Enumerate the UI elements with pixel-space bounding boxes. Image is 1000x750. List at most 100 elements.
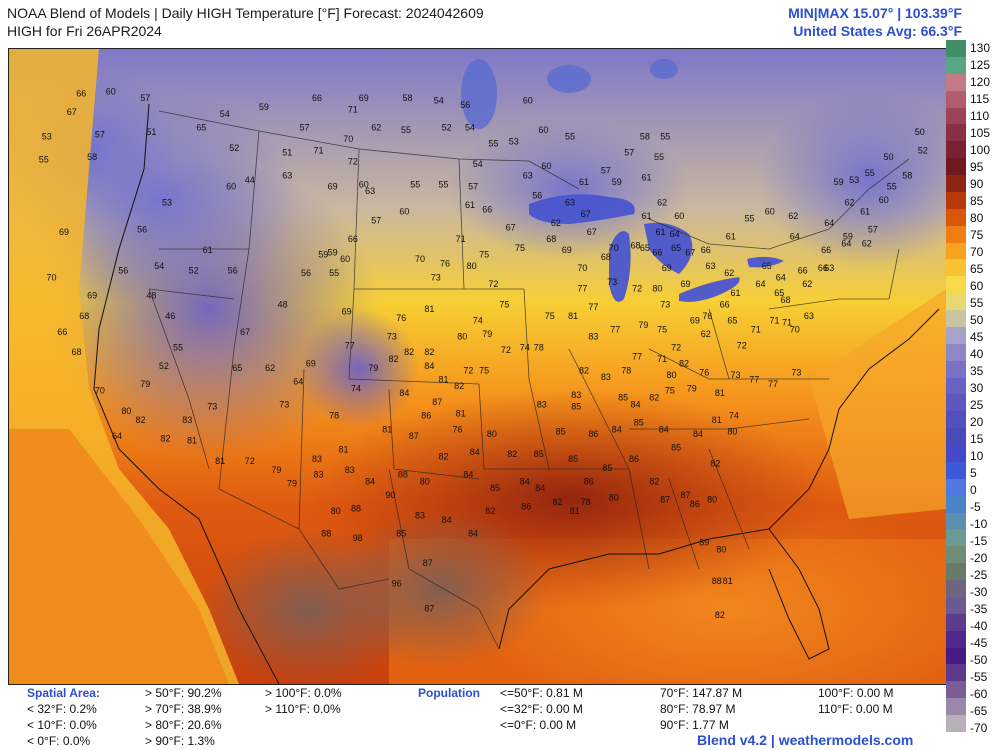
station-temperature: 61 <box>642 211 652 221</box>
spatial-area-title: Spatial Area: <box>27 686 100 700</box>
station-temperature: 80 <box>652 284 662 294</box>
station-temperature: 79 <box>638 320 648 330</box>
color-scale-swatch <box>946 56 966 75</box>
station-temperature: 98 <box>353 533 363 543</box>
station-temperature: 76 <box>702 311 712 321</box>
pop-col2-2: 90°F: 1.77 M <box>660 718 729 732</box>
color-scale-label: -60 <box>970 687 988 701</box>
station-temperature: 72 <box>348 157 358 167</box>
station-temperature: 72 <box>737 340 747 350</box>
color-scale-label: 65 <box>970 262 984 276</box>
station-labels: 66 60 57 67 57 51 53 55 58 65 54 59 66 57 52 51 44 60 53 56… <box>39 86 928 620</box>
color-scale-swatch <box>946 124 966 142</box>
station-temperature: 53 <box>162 198 172 208</box>
station-temperature: 80 <box>716 545 726 555</box>
station-temperature: 86 <box>521 501 531 511</box>
station-temperature: 77 <box>345 340 355 350</box>
station-temperature: 78 <box>534 343 544 353</box>
footer-credit[interactable]: Blend v4.2 | weathermodels.com <box>697 732 914 748</box>
station-temperature: 50 <box>884 152 894 162</box>
station-temperature: 66 <box>76 89 86 99</box>
station-temperature: 96 <box>392 579 402 589</box>
station-temperature: 73 <box>207 402 217 412</box>
station-temperature: 87 <box>432 397 442 407</box>
station-temperature: 64 <box>670 229 680 239</box>
station-temperature: 83 <box>415 510 425 520</box>
station-temperature: 72 <box>245 456 255 466</box>
station-temperature: 71 <box>456 234 466 244</box>
station-temperature: 81 <box>187 436 197 446</box>
station-temperature: 79 <box>271 465 281 475</box>
station-temperature: 87 <box>681 490 691 500</box>
color-scale-swatch <box>946 276 966 294</box>
station-temperature: 73 <box>731 370 741 380</box>
station-temperature: 81 <box>568 311 578 321</box>
station-temperature: 54 <box>434 95 444 105</box>
color-scale-swatch <box>946 175 966 193</box>
station-temperature: 81 <box>712 415 722 425</box>
color-scale-swatch <box>946 580 966 598</box>
station-temperature: 58 <box>902 170 912 180</box>
station-temperature: 74 <box>520 343 530 353</box>
minmax-readout: MIN|MAX 15.07° | 103.39°F <box>788 5 962 21</box>
color-scale-bar <box>946 40 966 733</box>
station-temperature: 68 <box>601 252 611 262</box>
station-temperature: 82 <box>439 452 449 462</box>
station-temperature: 82 <box>715 610 725 620</box>
station-temperature: 55 <box>660 132 670 142</box>
color-scale-swatch <box>946 613 966 632</box>
station-temperature: 78 <box>581 497 591 507</box>
station-temperature: 57 <box>300 123 310 133</box>
station-temperature: 68 <box>631 241 641 251</box>
station-temperature: 66 <box>482 204 492 214</box>
station-temperature: 75 <box>515 243 525 253</box>
color-scale-swatch <box>946 512 966 530</box>
station-temperature: 73 <box>279 399 289 409</box>
color-scale-swatch <box>946 647 966 665</box>
station-temperature: 84 <box>424 361 434 371</box>
station-temperature: 63 <box>365 186 375 196</box>
station-temperature: 61 <box>731 288 741 298</box>
station-temperature: 80 <box>467 261 477 271</box>
station-temperature: 84 <box>442 515 452 525</box>
station-temperature: 62 <box>724 268 734 278</box>
station-temperature: 66 <box>312 93 322 103</box>
color-scale-label: 90 <box>970 177 984 191</box>
station-temperature: 74 <box>729 411 739 421</box>
station-temperature: 86 <box>421 411 431 421</box>
station-temperature: 62 <box>371 123 381 133</box>
color-scale-label: -70 <box>970 721 988 735</box>
station-temperature: 60 <box>523 95 533 105</box>
color-scale-swatch <box>946 461 966 480</box>
station-temperature: 62 <box>845 198 855 208</box>
station-temperature: 61 <box>465 200 475 210</box>
station-temperature: 55 <box>439 179 449 189</box>
station-temperature: 66 <box>701 245 711 255</box>
station-temperature: 55 <box>565 132 575 142</box>
station-temperature: 84 <box>693 429 703 439</box>
station-temperature: 55 <box>401 125 411 135</box>
station-temperature: 80 <box>707 495 717 505</box>
station-temperature: 76 <box>699 368 709 378</box>
spatial-col2-1: > 70°F: 38.9% <box>145 702 222 716</box>
station-temperature: 55 <box>887 182 897 192</box>
temperature-map[interactable]: 66 60 57 67 57 51 53 55 58 65 54 59 66 57 52 51 44 60 53 56… <box>8 48 947 685</box>
station-temperature: 71 <box>770 315 780 325</box>
color-scale-label: 50 <box>970 313 984 327</box>
station-temperature: 60 <box>538 125 548 135</box>
station-temperature: 60 <box>879 195 889 205</box>
station-temperature: 81 <box>424 304 434 314</box>
color-scale-label: -35 <box>970 602 988 616</box>
station-temperature: 77 <box>588 302 598 312</box>
station-temperature: 81 <box>715 388 725 398</box>
station-temperature: 61 <box>726 232 736 242</box>
station-temperature: 63 <box>706 261 716 271</box>
station-temperature: 69 <box>681 279 691 289</box>
station-temperature: 67 <box>581 209 591 219</box>
station-temperature: 57 <box>371 216 381 226</box>
station-temperature: 64 <box>112 431 122 441</box>
color-scale-label: 100 <box>970 143 991 157</box>
station-temperature: 85 <box>490 483 500 493</box>
color-scale-label: 105 <box>970 126 991 140</box>
color-scale-swatch <box>946 73 966 92</box>
